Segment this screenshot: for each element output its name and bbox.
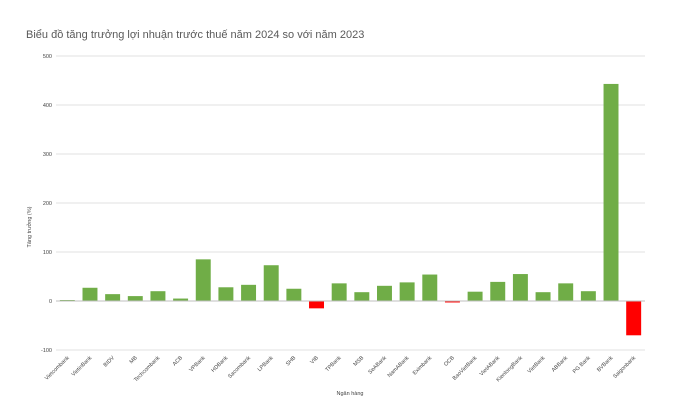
bar xyxy=(286,288,302,301)
bar xyxy=(309,301,324,309)
y-tick-label: -100 xyxy=(41,348,52,354)
bar xyxy=(263,265,279,301)
x-tick-label: Eximbank xyxy=(412,355,433,376)
x-tick-label: SeABank xyxy=(367,355,388,376)
bar xyxy=(195,259,211,301)
bar xyxy=(218,287,234,301)
x-tick-label: OCB xyxy=(443,355,456,368)
chart-title: Biểu đồ tăng trưởng lợi nhuận trước thuế… xyxy=(26,29,365,41)
bars xyxy=(59,83,642,336)
bar xyxy=(331,283,347,301)
x-tick-label: VPBank xyxy=(188,355,206,373)
bar xyxy=(59,300,75,301)
x-tick-label: MB xyxy=(129,355,139,365)
x-tick-label: BIDV xyxy=(103,355,117,369)
y-tick-labels: -100 0 100 200 300 400 500 xyxy=(41,54,52,354)
bar xyxy=(377,285,392,301)
gridlines xyxy=(56,55,645,351)
bar xyxy=(626,301,642,336)
x-tick-label: BVBank xyxy=(596,355,614,373)
y-tick-label: 100 xyxy=(43,250,52,256)
x-tick-label: ACB xyxy=(172,355,184,367)
x-tick-label: VIB xyxy=(309,355,320,366)
bar xyxy=(354,292,370,301)
bar xyxy=(173,298,189,301)
bar xyxy=(512,274,528,301)
x-tick-label: NamABank xyxy=(387,355,411,379)
x-tick-label: VietBank xyxy=(527,355,547,375)
x-tick-label: TPBank xyxy=(325,355,343,373)
bar xyxy=(127,296,143,301)
bar xyxy=(150,291,166,301)
bar xyxy=(467,291,483,301)
bar xyxy=(422,274,438,301)
x-tick-label: SHB xyxy=(285,355,297,367)
y-tick-label: 200 xyxy=(43,201,52,207)
x-tick-label: ABBank xyxy=(551,355,569,373)
bar xyxy=(82,287,98,301)
x-tick-label: VietinBank xyxy=(71,355,94,378)
bar xyxy=(558,283,574,301)
x-tick-label: HDBank xyxy=(211,355,230,374)
x-tick-label: LPBank xyxy=(257,355,275,373)
bar xyxy=(580,291,596,301)
x-tick-label: MSB xyxy=(353,355,366,368)
y-tick-label: 400 xyxy=(43,103,52,109)
bar xyxy=(105,294,121,301)
x-tick-label: VietABank xyxy=(479,355,502,378)
bar xyxy=(399,282,415,301)
x-tick-label: BaoVietBank xyxy=(452,355,479,382)
x-tick-label: Sacombank xyxy=(227,355,252,380)
y-tick-label: 300 xyxy=(43,152,52,158)
bar xyxy=(241,284,257,301)
bar xyxy=(490,281,506,301)
x-axis-label: Ngân hàng xyxy=(337,391,364,397)
x-tick-label: PG Bank xyxy=(572,355,592,375)
y-tick-label: 500 xyxy=(43,54,52,60)
x-tick-label: Saigonbank xyxy=(612,355,637,380)
y-axis-label: Tăng trưởng (%) xyxy=(26,206,33,247)
bar xyxy=(535,292,551,301)
bar xyxy=(444,301,460,303)
bar xyxy=(603,83,619,302)
y-tick-label: 0 xyxy=(49,299,52,305)
x-tick-label: Vietcombank xyxy=(44,355,71,382)
